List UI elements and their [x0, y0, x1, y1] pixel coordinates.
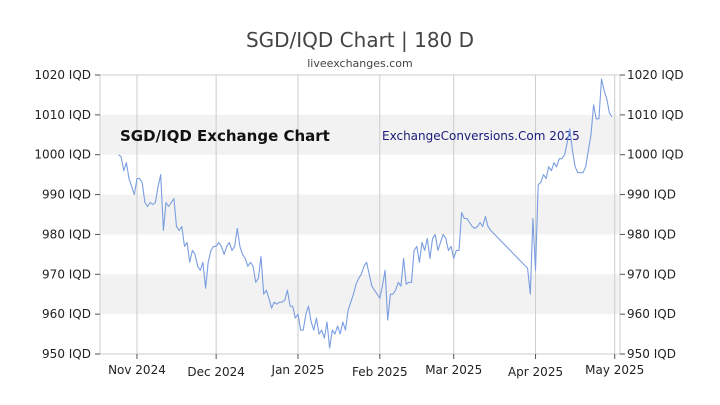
x-tick-label: Feb 2025 — [352, 365, 408, 379]
series-line — [118, 78, 613, 349]
y-axis-left: 950 IQD 960 IQD 970 IQD 980 IQD 990 IQD 1000 … — [34, 68, 100, 361]
y-tick-label-left: 960 IQD — [42, 307, 91, 321]
y-tick-label-left: 990 IQD — [42, 188, 91, 202]
watermark-chart-name: SGD/IQD Exchange Chart — [120, 127, 330, 145]
y-tick-label-left: 1020 IQD — [34, 68, 91, 82]
x-tick-label: Dec 2024 — [187, 365, 245, 379]
x-tick-label: Jan 2025 — [271, 363, 325, 377]
x-tick-label: Apr 2025 — [508, 365, 563, 379]
chart-title: SGD/IQD Chart | 180 D — [246, 28, 474, 52]
y-tick-label-right: 1020 IQD — [627, 68, 684, 82]
grid-band — [100, 114, 620, 155]
y-tick-label-right: 1000 IQD — [627, 148, 684, 162]
y-tick-label-left: 1000 IQD — [34, 148, 91, 162]
y-tick-label-right: 970 IQD — [627, 267, 676, 281]
y-tick-label-left: 1010 IQD — [34, 108, 91, 122]
grid-band — [100, 274, 620, 315]
y-tick-label-left: 980 IQD — [42, 227, 91, 241]
y-tick-label-right: 950 IQD — [627, 347, 676, 361]
watermark-site: ExchangeConversions.Com 2025 — [382, 129, 580, 143]
y-tick-label-left: 970 IQD — [42, 267, 91, 281]
x-axis: Nov 2024 Dec 2024 Jan 2025 Feb 2025 Mar 2025… — [108, 354, 644, 379]
x-tick-label: May 2025 — [585, 363, 644, 377]
y-tick-label-right: 1010 IQD — [627, 108, 684, 122]
y-tick-label-left: 950 IQD — [42, 347, 91, 361]
y-axis-right: 950 IQD 960 IQD 970 IQD 980 IQD 990 IQD 1000 … — [620, 68, 684, 361]
x-tick-label: Mar 2025 — [425, 363, 482, 377]
background-bands — [100, 114, 620, 315]
x-tick-label: Nov 2024 — [108, 363, 166, 377]
y-tick-label-right: 980 IQD — [627, 227, 676, 241]
y-tick-label-right: 990 IQD — [627, 188, 676, 202]
y-tick-label-right: 960 IQD — [627, 307, 676, 321]
chart-subtitle: liveexchanges.com — [307, 57, 412, 70]
plot-frame — [99, 74, 621, 355]
vertical-gridlines — [136, 75, 616, 354]
